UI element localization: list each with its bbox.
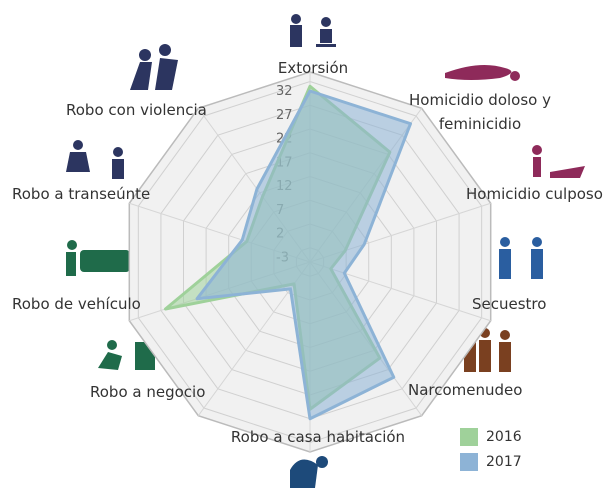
category-label: Secuestro bbox=[472, 295, 547, 313]
icon-manslaughter bbox=[532, 145, 585, 178]
r-tick-label: 32 bbox=[276, 84, 293, 99]
category-label: Homicidio culposo bbox=[466, 185, 603, 203]
category-label: Robo de vehículo bbox=[12, 295, 141, 313]
icon-pedestrian bbox=[66, 140, 124, 179]
category-label: Robo a transeúnte bbox=[12, 185, 151, 203]
category-label: Robo con violencia bbox=[66, 101, 207, 119]
series-area bbox=[195, 89, 413, 421]
icon-extortion bbox=[290, 14, 336, 47]
icon-burglary bbox=[290, 456, 328, 488]
plot: -3271217222732 bbox=[163, 84, 413, 421]
icon-kidnapping bbox=[499, 237, 543, 279]
icon-homicide bbox=[445, 64, 520, 81]
category-label: Robo a negocio bbox=[90, 383, 206, 401]
category-label: Robo a casa habitación bbox=[230, 428, 406, 446]
category-label: Narcomenudeo bbox=[408, 381, 523, 399]
legend-item: 2016 bbox=[460, 428, 522, 446]
legend-item: 2017 bbox=[460, 453, 522, 471]
r-tick-label: 27 bbox=[276, 108, 293, 123]
category-label: Extorsión bbox=[277, 59, 349, 77]
legend-label: 2016 bbox=[486, 429, 522, 445]
legend-label: 2017 bbox=[486, 454, 522, 470]
category-label: Homicidio doloso y feminicidio bbox=[409, 91, 551, 133]
legend-swatch bbox=[460, 453, 478, 471]
icon-vehicle bbox=[66, 240, 130, 276]
icons bbox=[66, 14, 585, 488]
icon-violence bbox=[130, 44, 178, 90]
legend-swatch bbox=[460, 428, 478, 446]
